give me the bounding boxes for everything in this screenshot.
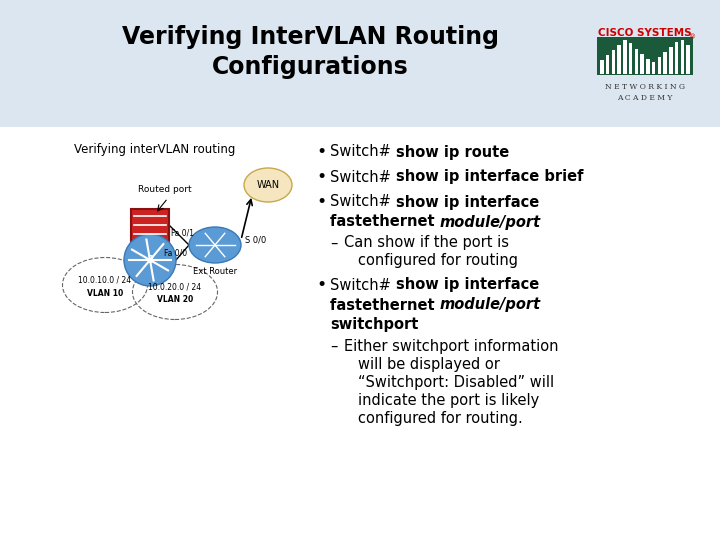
Text: •: • — [316, 193, 326, 211]
Text: WAN: WAN — [256, 180, 279, 190]
FancyBboxPatch shape — [131, 209, 169, 241]
Bar — [663, 52, 667, 74]
Bar — [686, 45, 690, 74]
Text: module/port: module/port — [440, 298, 541, 313]
Text: Ext Router: Ext Router — [193, 267, 237, 275]
Bar — [675, 42, 678, 74]
Bar — [669, 47, 672, 74]
Ellipse shape — [244, 168, 292, 202]
Bar — [652, 62, 655, 74]
Text: A C A D E M Y: A C A D E M Y — [617, 94, 672, 102]
Text: 3: 3 — [146, 255, 154, 265]
Text: CISCO SYSTEMS: CISCO SYSTEMS — [598, 28, 692, 38]
Text: “Switchport: Disabled” will: “Switchport: Disabled” will — [358, 375, 554, 390]
Text: indicate the port is likely: indicate the port is likely — [358, 394, 539, 408]
Text: show ip route: show ip route — [395, 145, 509, 159]
Text: Either switchport information: Either switchport information — [344, 339, 559, 354]
Bar — [597, 37, 693, 75]
Text: Fa 0/1: Fa 0/1 — [171, 228, 194, 238]
Text: show ip interface brief: show ip interface brief — [395, 170, 583, 185]
Text: –: – — [330, 235, 338, 251]
Bar — [623, 40, 626, 74]
Circle shape — [124, 234, 176, 286]
Text: 10.0.10.0 / 24: 10.0.10.0 / 24 — [78, 275, 132, 285]
Bar — [612, 50, 615, 74]
Bar — [640, 53, 644, 74]
Ellipse shape — [189, 227, 241, 263]
Text: configured for routing: configured for routing — [358, 253, 518, 268]
Text: show ip interface: show ip interface — [395, 278, 539, 293]
Bar — [606, 55, 609, 74]
Text: Switch#: Switch# — [330, 145, 395, 159]
Text: configured for routing.: configured for routing. — [358, 411, 523, 427]
Text: –: – — [330, 339, 338, 354]
Text: VLAN 10: VLAN 10 — [87, 288, 123, 298]
Text: •: • — [316, 143, 326, 161]
Bar — [629, 43, 632, 74]
Text: S 0/0: S 0/0 — [245, 235, 266, 245]
Text: ®: ® — [690, 34, 696, 40]
Text: switchport: switchport — [330, 316, 418, 332]
Text: Verifying InterVLAN Routing: Verifying InterVLAN Routing — [122, 25, 498, 49]
Text: Fa 0/0: Fa 0/0 — [164, 248, 187, 258]
Text: Can show if the port is: Can show if the port is — [344, 235, 509, 251]
Text: Switch#: Switch# — [330, 194, 395, 210]
Bar — [0, 0, 720, 127]
Text: Verifying interVLAN routing: Verifying interVLAN routing — [74, 144, 235, 157]
Bar — [680, 40, 684, 74]
Bar — [634, 49, 638, 74]
Text: 10.0.20.0 / 24: 10.0.20.0 / 24 — [148, 282, 202, 292]
Bar — [618, 45, 621, 74]
Bar — [600, 60, 603, 74]
Text: Switch#: Switch# — [330, 170, 395, 185]
Text: will be displayed or: will be displayed or — [358, 357, 500, 373]
Text: fastethernet: fastethernet — [330, 298, 440, 313]
Text: fastethernet: fastethernet — [330, 214, 440, 230]
Text: Routed port: Routed port — [138, 186, 192, 194]
Text: •: • — [316, 276, 326, 294]
Text: N E T W O R K I N G: N E T W O R K I N G — [605, 83, 685, 91]
Text: VLAN 20: VLAN 20 — [157, 295, 193, 305]
Bar — [646, 59, 649, 74]
Text: Configurations: Configurations — [212, 55, 408, 79]
Text: module/port: module/port — [440, 214, 541, 230]
Bar — [657, 57, 661, 74]
Text: Switch#: Switch# — [330, 278, 395, 293]
Text: show ip interface: show ip interface — [395, 194, 539, 210]
Text: •: • — [316, 168, 326, 186]
